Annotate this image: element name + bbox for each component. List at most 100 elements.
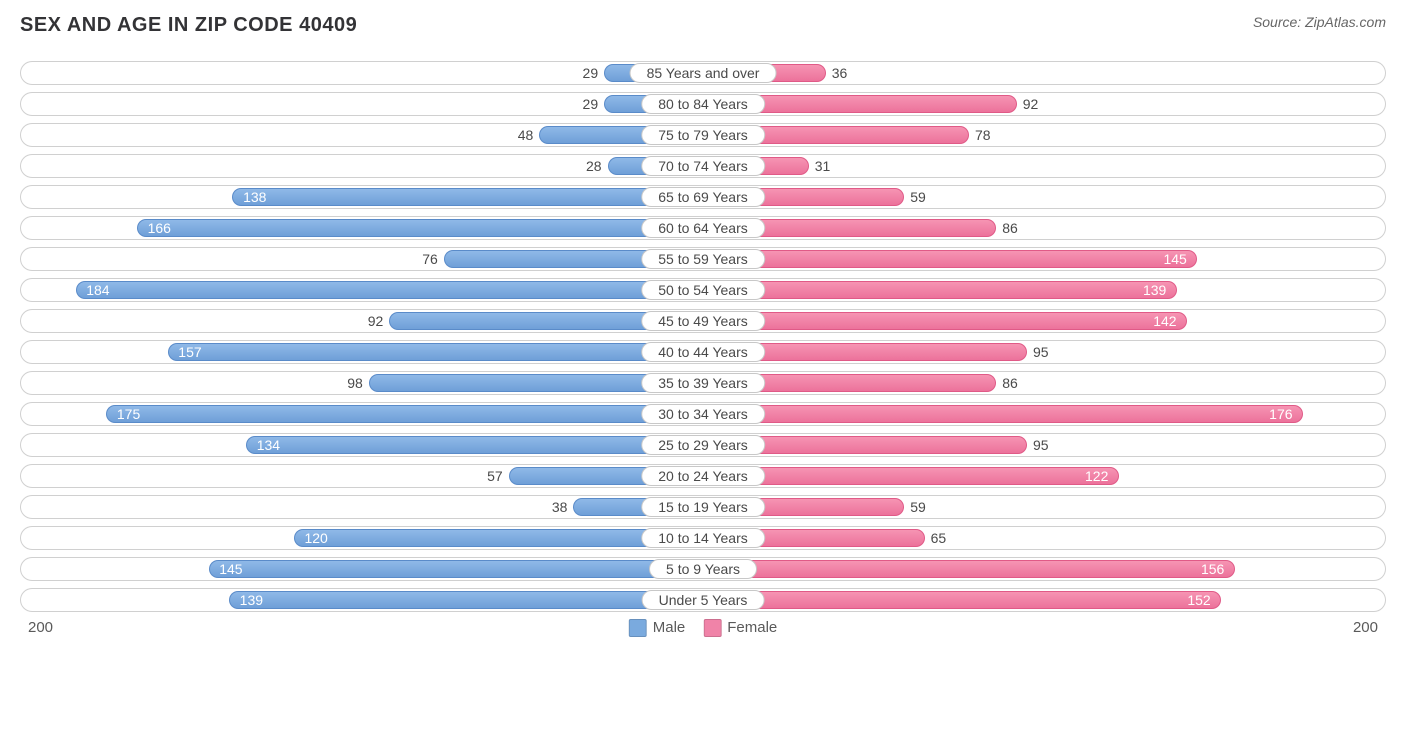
male-value: 48	[518, 126, 534, 144]
female-swatch-icon	[703, 619, 721, 637]
male-bar	[106, 405, 703, 423]
age-group-label: 30 to 34 Years	[641, 404, 765, 424]
female-value: 152	[1187, 591, 1210, 609]
male-value: 166	[148, 219, 171, 237]
female-bar	[703, 467, 1119, 485]
male-bar	[229, 591, 703, 609]
female-value: 142	[1153, 312, 1176, 330]
age-group-label: 65 to 69 Years	[641, 187, 765, 207]
female-value: 78	[975, 126, 991, 144]
age-group-label: 25 to 29 Years	[641, 435, 765, 455]
age-group-label: 35 to 39 Years	[641, 373, 765, 393]
pyramid-row: 166 86 60 to 64 Years	[20, 216, 1386, 240]
female-value: 92	[1023, 95, 1039, 113]
male-value: 92	[368, 312, 384, 330]
female-value: 36	[832, 64, 848, 82]
legend-male-label: Male	[653, 619, 686, 636]
male-value: 57	[487, 467, 503, 485]
female-value: 176	[1269, 405, 1292, 423]
female-value: 65	[931, 529, 947, 547]
age-group-label: 55 to 59 Years	[641, 249, 765, 269]
pyramid-row: 76 145 55 to 59 Years	[20, 247, 1386, 271]
female-value: 59	[910, 498, 926, 516]
female-value: 59	[910, 188, 926, 206]
male-value: 76	[422, 250, 438, 268]
pyramid-row: 29 92 80 to 84 Years	[20, 92, 1386, 116]
male-value: 157	[178, 343, 201, 361]
male-value: 175	[117, 405, 140, 423]
age-group-label: 20 to 24 Years	[641, 466, 765, 486]
female-value: 86	[1002, 374, 1018, 392]
female-bar	[703, 560, 1235, 578]
legend-female: Female	[703, 619, 777, 637]
pyramid-row: 92 142 45 to 49 Years	[20, 309, 1386, 333]
male-value: 138	[243, 188, 266, 206]
pyramid-row: 134 95 25 to 29 Years	[20, 433, 1386, 457]
female-value: 95	[1033, 343, 1049, 361]
legend-male: Male	[629, 619, 686, 637]
pyramid-row: 139152Under 5 Years	[20, 588, 1386, 612]
age-group-label: 85 Years and over	[630, 63, 777, 83]
male-bar	[76, 281, 703, 299]
female-value: 122	[1085, 467, 1108, 485]
male-bar	[246, 436, 703, 454]
pyramid-row: 157 95 40 to 44 Years	[20, 340, 1386, 364]
male-bar	[137, 219, 703, 237]
male-bar	[232, 188, 703, 206]
age-group-label: 5 to 9 Years	[649, 559, 757, 579]
female-value: 86	[1002, 219, 1018, 237]
age-group-label: 70 to 74 Years	[641, 156, 765, 176]
age-group-label: 60 to 64 Years	[641, 218, 765, 238]
female-value: 95	[1033, 436, 1049, 454]
axis-left-max: 200	[20, 619, 703, 636]
age-group-label: 75 to 79 Years	[641, 125, 765, 145]
axis-right-max: 200	[703, 619, 1386, 636]
age-group-label: 45 to 49 Years	[641, 311, 765, 331]
age-group-label: 40 to 44 Years	[641, 342, 765, 362]
male-bar	[168, 343, 703, 361]
chart-title: SEX AND AGE IN ZIP CODE 40409	[20, 14, 357, 37]
age-group-label: 10 to 14 Years	[641, 528, 765, 548]
male-value: 184	[86, 281, 109, 299]
female-value: 156	[1201, 560, 1224, 578]
pyramid-row: 184 139 50 to 54 Years	[20, 278, 1386, 302]
pyramid-row: 138 59 65 to 69 Years	[20, 185, 1386, 209]
male-value: 38	[552, 498, 568, 516]
age-group-label: 50 to 54 Years	[641, 280, 765, 300]
female-value: 145	[1163, 250, 1186, 268]
female-bar	[703, 281, 1177, 299]
pyramid-row: 28 31 70 to 74 Years	[20, 154, 1386, 178]
age-group-label: 15 to 19 Years	[641, 497, 765, 517]
pyramid-row: 120 65 10 to 14 Years	[20, 526, 1386, 550]
pyramid-chart: 29 36 85 Years and over 29 92 80 to 84 Years 4…	[20, 61, 1386, 612]
age-group-label: 80 to 84 Years	[641, 94, 765, 114]
pyramid-row: 57 122 20 to 24 Years	[20, 464, 1386, 488]
header: SEX AND AGE IN ZIP CODE 40409 Source: Zi…	[20, 14, 1386, 37]
female-value: 31	[815, 157, 831, 175]
male-value: 29	[583, 95, 599, 113]
pyramid-row: 48 78 75 to 79 Years	[20, 123, 1386, 147]
source-label: Source: ZipAtlas.com	[1253, 14, 1386, 30]
pyramid-row: 145 156 5 to 9 Years	[20, 557, 1386, 581]
female-bar	[703, 405, 1303, 423]
male-value: 145	[219, 560, 242, 578]
female-value: 139	[1143, 281, 1166, 299]
age-group-label: Under 5 Years	[642, 590, 765, 610]
legend-female-label: Female	[727, 619, 777, 636]
male-value: 28	[586, 157, 602, 175]
male-value: 134	[257, 436, 280, 454]
chart-footer: 200 Male Female 200	[20, 619, 1386, 636]
male-value: 29	[583, 64, 599, 82]
pyramid-row: 98 86 35 to 39 Years	[20, 371, 1386, 395]
pyramid-row: 175 176 30 to 34 Years	[20, 402, 1386, 426]
male-swatch-icon	[629, 619, 647, 637]
pyramid-row: 38 59 15 to 19 Years	[20, 495, 1386, 519]
female-bar	[703, 591, 1221, 609]
female-bar	[703, 312, 1187, 330]
legend: Male Female	[629, 619, 778, 637]
male-value: 98	[347, 374, 363, 392]
male-value: 120	[304, 529, 327, 547]
female-bar	[703, 250, 1197, 268]
pyramid-row: 29 36 85 Years and over	[20, 61, 1386, 85]
male-bar	[209, 560, 703, 578]
